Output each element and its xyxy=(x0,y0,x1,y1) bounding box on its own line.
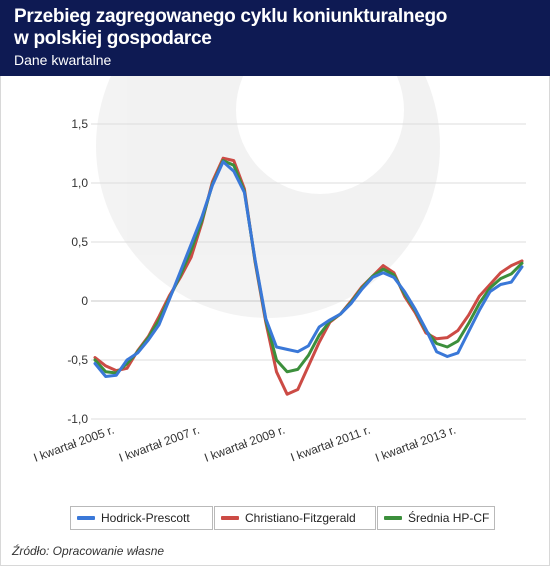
legend-item-srednia-hp-cf[interactable]: Średnia HP-CF xyxy=(377,506,495,530)
legend-label-srednia-hp-cf: Średnia HP-CF xyxy=(408,511,490,525)
y-tick-label: 0 xyxy=(81,294,88,308)
x-tick-label: I kwartał 2005 r. xyxy=(32,423,116,465)
y-tick-label: 1,5 xyxy=(71,117,88,131)
data-series xyxy=(93,156,524,396)
chart-title: Przebieg zagregowanego cyklu koniunktura… xyxy=(14,6,447,50)
source-note: Źródło: Opracowanie własne xyxy=(12,544,165,558)
x-axis-tick-labels: I kwartał 2005 r. I kwartał 2007 r. I kwar… xyxy=(32,423,458,465)
y-tick-label: -1,0 xyxy=(67,412,88,426)
chart-legend: Hodrick-Prescott Christiano-Fitzgerald Ś… xyxy=(70,506,495,530)
watermark-logo xyxy=(96,76,440,318)
chart-subtitle: Dane kwartalne xyxy=(14,52,112,68)
x-tick-label: I kwartał 2009 r. xyxy=(202,423,286,465)
line-chart: -1,0-0,500,51,01,5 I kwartał 2005 r. I kw… xyxy=(32,76,526,465)
series-line-hodrick-prescott xyxy=(93,160,524,378)
chart-title-line-1: Przebieg zagregowanego cyklu koniunktura… xyxy=(14,6,448,27)
legend-swatch-christiano-fitzgerald xyxy=(221,516,239,520)
legend-swatch-srednia-hp-cf xyxy=(384,516,402,520)
x-tick-label: I kwartał 2007 r. xyxy=(117,423,201,465)
y-axis-tick-labels: -1,0 -0,5 0 0,5 1,0 1,5 xyxy=(67,117,88,426)
chart-header: Przebieg zagregowanego cyklu koniunktura… xyxy=(0,0,550,76)
legend-label-christiano-fitzgerald: Christiano-Fitzgerald xyxy=(245,511,356,525)
gridlines xyxy=(91,123,526,420)
y-tick-label: -0,5 xyxy=(67,353,88,367)
legend-item-christiano-fitzgerald[interactable]: Christiano-Fitzgerald xyxy=(214,506,376,530)
legend-item-hodrick-prescott[interactable]: Hodrick-Prescott xyxy=(70,506,213,530)
legend-label-hodrick-prescott: Hodrick-Prescott xyxy=(101,511,190,525)
x-tick-label: I kwartał 2013 r. xyxy=(373,423,457,465)
legend-swatch-hodrick-prescott xyxy=(77,516,95,520)
chart-title-line-2: w polskiej gospodarce xyxy=(14,28,212,49)
y-tick-label: 1,0 xyxy=(71,176,88,190)
y-tick-label: 0,5 xyxy=(71,235,88,249)
x-tick-label: I kwartał 2011 r. xyxy=(289,423,373,465)
